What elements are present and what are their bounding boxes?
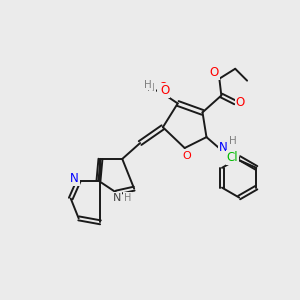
Text: H: H bbox=[124, 193, 131, 202]
Text: O: O bbox=[160, 84, 170, 97]
Text: Cl: Cl bbox=[227, 152, 239, 164]
Text: N: N bbox=[70, 172, 79, 185]
Text: H: H bbox=[229, 136, 237, 146]
Text: O: O bbox=[210, 66, 219, 79]
Text: N: N bbox=[113, 193, 122, 202]
Text: O: O bbox=[236, 96, 245, 109]
Text: H: H bbox=[147, 82, 155, 93]
Text: H: H bbox=[144, 80, 152, 90]
Text: O: O bbox=[158, 81, 167, 94]
Text: O: O bbox=[182, 151, 191, 161]
Text: N: N bbox=[219, 140, 228, 154]
